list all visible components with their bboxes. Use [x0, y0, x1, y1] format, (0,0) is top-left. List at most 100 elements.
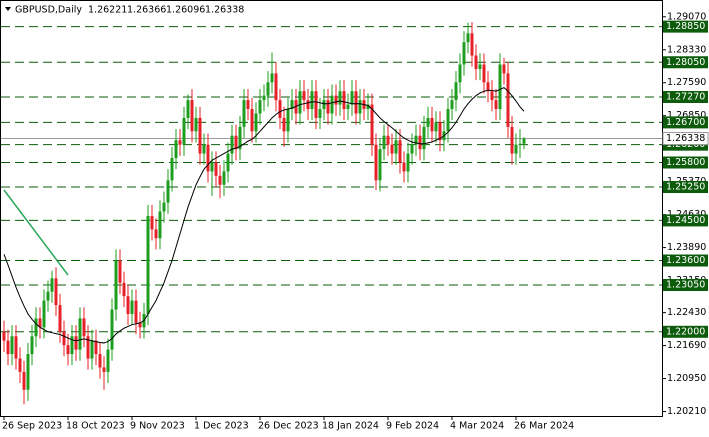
candle-body	[174, 140, 178, 159]
candle-body	[2, 331, 6, 341]
x-tick-label: 9 Nov 2023	[130, 421, 185, 432]
level-label: 1.23050	[666, 280, 705, 291]
last-price-box	[662, 132, 709, 146]
level-label: 1.25800	[666, 157, 705, 168]
candle-body	[258, 100, 262, 114]
candle-body	[386, 135, 390, 145]
candle-body	[110, 309, 114, 350]
candle-body	[470, 33, 474, 56]
candle-body	[54, 278, 58, 306]
candle-body	[310, 91, 314, 110]
y-tick-label: 1.27590	[667, 77, 706, 88]
y-tick-label: 1.29070	[667, 11, 706, 22]
last-price-label: 1.26338	[666, 133, 705, 144]
x-tick-label: 18 Oct 2023	[66, 421, 125, 432]
candle-body	[462, 42, 466, 65]
candle-body	[10, 336, 14, 355]
candle-body	[78, 318, 82, 350]
candle-body	[274, 73, 278, 101]
candle-body	[338, 91, 342, 105]
candle-body	[246, 100, 250, 110]
candle-body	[186, 100, 190, 118]
x-tick-label: 1 Dec 2023	[194, 421, 249, 432]
level-label-box	[663, 254, 708, 267]
candle-body	[230, 135, 234, 154]
candle-body	[374, 144, 378, 181]
level-label: 1.23600	[666, 255, 705, 266]
candle-body	[466, 33, 470, 43]
candle-body	[382, 135, 386, 150]
candle-body	[14, 336, 18, 359]
candle-body	[282, 117, 286, 132]
candle-body	[378, 149, 382, 181]
candle-body	[190, 100, 194, 132]
candle-body	[122, 282, 126, 297]
candle-body	[486, 82, 490, 92]
candle-body	[178, 140, 182, 145]
candle-body	[350, 91, 354, 105]
candle-body	[438, 122, 442, 141]
candle-body	[306, 100, 310, 110]
open-price: 1.26221	[88, 5, 127, 16]
x-tick-label: 9 Feb 2024	[386, 421, 439, 432]
candle-body	[302, 91, 306, 101]
candle-body	[298, 91, 302, 114]
candle-body	[398, 140, 402, 163]
candle-body	[62, 331, 66, 346]
candle-body	[474, 55, 478, 69]
y-tick-label: 1.20210	[667, 406, 706, 417]
candle-body	[406, 153, 410, 172]
candle-body	[482, 64, 486, 83]
candle-body	[242, 100, 246, 127]
candle-body	[130, 300, 134, 314]
candle-body	[522, 138, 526, 144]
candle-body	[286, 109, 290, 132]
level-label-box	[663, 116, 708, 129]
y-tick-label: 1.28330	[667, 44, 706, 55]
candle-body	[90, 340, 94, 359]
level-label-box	[663, 279, 708, 292]
candle-body	[158, 211, 162, 239]
level-label: 1.24500	[666, 215, 705, 226]
candle-body	[134, 300, 138, 323]
plot-layer	[1, 22, 662, 405]
candle-body	[290, 100, 294, 110]
y-tick-label: 1.21690	[667, 340, 706, 351]
level-label: 1.25250	[666, 182, 705, 193]
y-tick-label: 1.26850	[667, 110, 706, 121]
candle-body	[198, 117, 202, 154]
candle-body	[358, 100, 362, 114]
candle-body	[450, 100, 454, 110]
candle-body	[170, 158, 174, 181]
close-price: 1.26338	[205, 5, 244, 16]
candle-body	[58, 305, 62, 332]
candle-body	[454, 82, 458, 101]
candle-body	[446, 109, 450, 132]
x-tick-label: 18 Jan 2024	[322, 421, 379, 432]
candle-body	[210, 162, 214, 172]
candle-body	[106, 349, 110, 372]
candle-body	[146, 215, 150, 314]
y-tick-label: 1.22430	[667, 307, 706, 318]
x-tick-label: 26 Dec 2023	[258, 421, 319, 432]
candle-body	[326, 100, 330, 114]
candle-body	[322, 100, 326, 110]
y-tick-label: 1.20950	[667, 373, 706, 384]
candle-body	[262, 95, 266, 101]
candle-body	[514, 144, 518, 154]
candle-body	[330, 95, 334, 114]
candle-body	[150, 215, 154, 230]
low-price: 1.26096	[166, 5, 205, 16]
candle-body	[118, 260, 122, 283]
candle-body	[138, 322, 142, 328]
moving-average	[3, 87, 525, 344]
level-label-box	[663, 91, 708, 104]
candle-body	[126, 296, 130, 314]
candle-body	[82, 318, 86, 337]
level-label: 1.22000	[666, 326, 705, 337]
high-price: 1.26366	[127, 5, 166, 16]
candle-body	[346, 104, 350, 110]
level-label-box	[663, 214, 708, 227]
candle-body	[426, 117, 430, 127]
